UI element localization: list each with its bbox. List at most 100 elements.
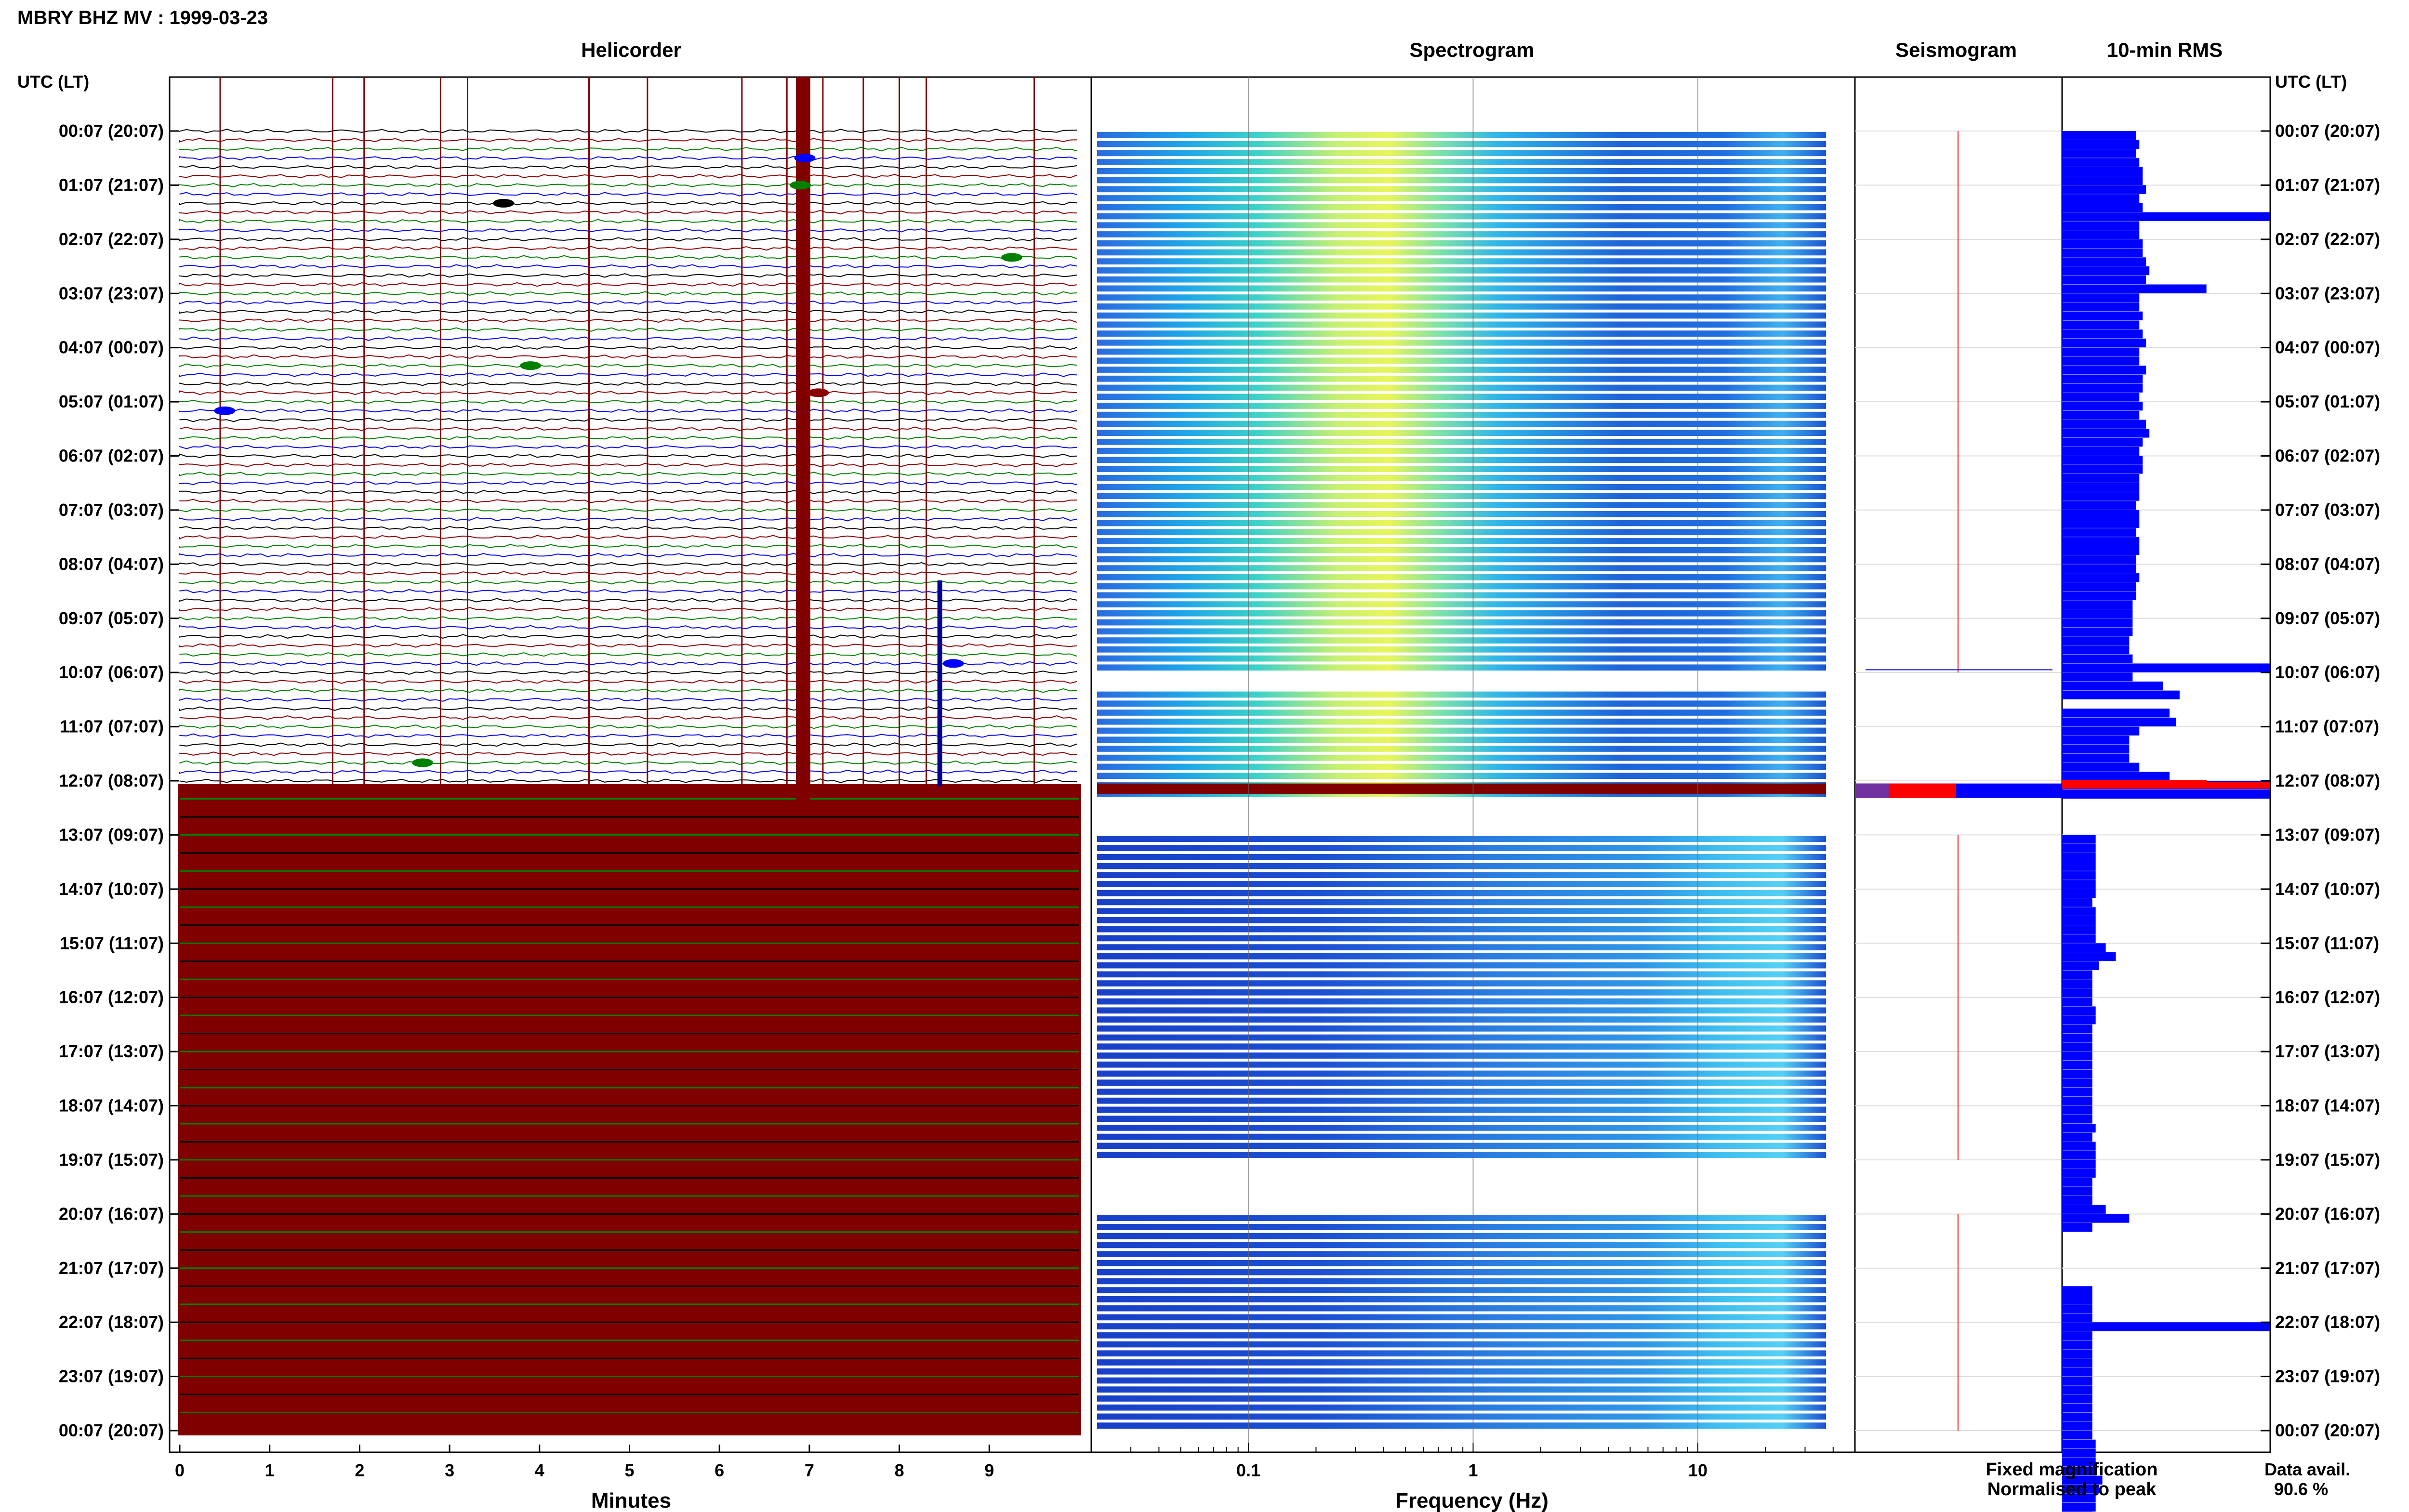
rms-bar [2062, 988, 2092, 998]
rms-bar [2062, 293, 2140, 302]
rms-bar [2062, 925, 2096, 934]
spectrogram-band [1097, 836, 1826, 842]
spectrogram-band [1097, 339, 1826, 346]
rms-bar [2062, 1015, 2096, 1025]
rms-bar [2062, 772, 2170, 781]
time-label-left: 19:07 (15:07) [59, 1150, 164, 1170]
spectrogram-band [1097, 664, 1826, 671]
time-label-right: 21:07 (17:07) [2275, 1258, 2380, 1278]
rms-bar [2062, 438, 2143, 447]
rms-bar [2062, 176, 2143, 185]
helicorder-event [214, 406, 236, 415]
spectrogram-band [1097, 249, 1826, 256]
rms-bar [2062, 1078, 2092, 1088]
time-label-right: 00:07 (20:07) [2275, 1420, 2380, 1440]
time-label-right: 22:07 (18:07) [2275, 1312, 2380, 1332]
spectrogram-band [1097, 1052, 1826, 1059]
time-label-left: 07:07 (03:07) [59, 500, 164, 520]
spectrogram-band [1097, 1079, 1826, 1086]
rms-bar [2062, 1304, 2092, 1313]
rms-bar [2062, 519, 2140, 528]
spectrogram-band [1097, 1332, 1826, 1339]
spectrogram-band [1097, 1124, 1826, 1131]
rms-bar [2062, 709, 2170, 718]
time-label-right: 18:07 (14:07) [2275, 1096, 2380, 1116]
spectrogram-band [1097, 186, 1826, 193]
spectrogram-band [1097, 1034, 1826, 1041]
time-label-right: 04:07 (00:07) [2275, 338, 2380, 357]
spectrogram-band [1097, 727, 1826, 734]
rms-bar [2062, 627, 2133, 636]
spectrogram-band [1097, 998, 1826, 1005]
time-label-left: 00:07 (20:07) [59, 121, 164, 141]
rms-bar [2062, 835, 2096, 844]
rms-bar [2062, 383, 2143, 393]
spectrogram-band [1097, 1386, 1826, 1393]
time-label-right: 20:07 (16:07) [2275, 1204, 2380, 1223]
rms-bar [2062, 1159, 2096, 1169]
spectrogram-band [1097, 1016, 1826, 1023]
rms-bar [2062, 1196, 2092, 1205]
spectrogram-band [1097, 1133, 1826, 1140]
rms-bar [2062, 492, 2140, 501]
time-label-left: 06:07 (02:07) [59, 446, 164, 466]
time-label-left: 13:07 (09:07) [59, 825, 164, 844]
helicorder-event [1001, 253, 1022, 262]
rms-bar [2062, 131, 2136, 140]
rms-bar [2062, 1223, 2092, 1232]
rms-bar [2062, 663, 2270, 672]
spectrogram-band [1097, 222, 1826, 229]
spectrogram-band [1097, 1413, 1826, 1420]
spectrogram-band [1097, 1368, 1826, 1375]
time-label-left: 14:07 (10:07) [59, 879, 164, 899]
figure-title: MBRY BHZ MV : 1999-03-23 [17, 7, 268, 28]
time-label-left: 01:07 (21:07) [59, 175, 164, 195]
y-axis-header-right: UTC (LT) [2275, 72, 2347, 92]
time-label-right: 07:07 (03:07) [2275, 500, 2380, 520]
rms-bar [2062, 1502, 2096, 1512]
spectrogram-band [1097, 367, 1826, 373]
helicorder-x-tick-label: 5 [624, 1460, 634, 1480]
rms-bar [2062, 528, 2136, 537]
time-label-left: 08:07 (04:07) [59, 554, 164, 574]
rms-bar [2062, 1205, 2106, 1214]
spectrogram-band [1097, 529, 1826, 536]
helicorder-event [794, 154, 816, 163]
rms-bar [2062, 1458, 2096, 1467]
spectrogram-band [1097, 980, 1826, 986]
helicorder-trace [179, 426, 1077, 432]
rms-bar [2062, 194, 2140, 203]
spectrogram-x-tick-label: 1 [1468, 1460, 1478, 1480]
spectrogram-band [1097, 150, 1826, 157]
spectrogram-band [1097, 168, 1826, 174]
rms-bar [2062, 1340, 2092, 1349]
spectrogram-band [1097, 520, 1826, 526]
rms-bar [2062, 347, 2140, 356]
helicorder-saturated-block [178, 784, 1081, 1435]
rms-bar [2062, 1006, 2096, 1015]
rms-bar [2062, 420, 2146, 429]
spectrogram-band [1097, 718, 1826, 725]
rms-bar [2062, 970, 2092, 979]
rms-bar [2062, 447, 2140, 456]
helicorder-x-tick-label: 2 [355, 1460, 364, 1480]
spectrogram-band [1097, 601, 1826, 608]
rms-bar [2062, 248, 2143, 257]
time-label-left: 00:07 (20:07) [59, 1420, 164, 1440]
spectrogram-band [1097, 655, 1826, 662]
spectrogram-band [1097, 646, 1826, 653]
rms-bar [2062, 889, 2096, 898]
rms-bar [2062, 636, 2130, 645]
legend-normalised-to-peak: Normalised to peak [1987, 1479, 2157, 1499]
spectrogram-band [1097, 1341, 1826, 1348]
time-label-left: 10:07 (06:07) [59, 662, 164, 682]
rms-bar [2062, 266, 2150, 276]
rms-bar [2062, 789, 2270, 799]
data-availability-value: 90.6 % [2274, 1479, 2328, 1499]
rms-bar [2062, 501, 2136, 510]
rms-bar [2062, 140, 2140, 149]
spectrogram-band [1097, 700, 1826, 707]
rms-bar [2062, 284, 2207, 293]
rms-bar [2062, 1024, 2092, 1034]
